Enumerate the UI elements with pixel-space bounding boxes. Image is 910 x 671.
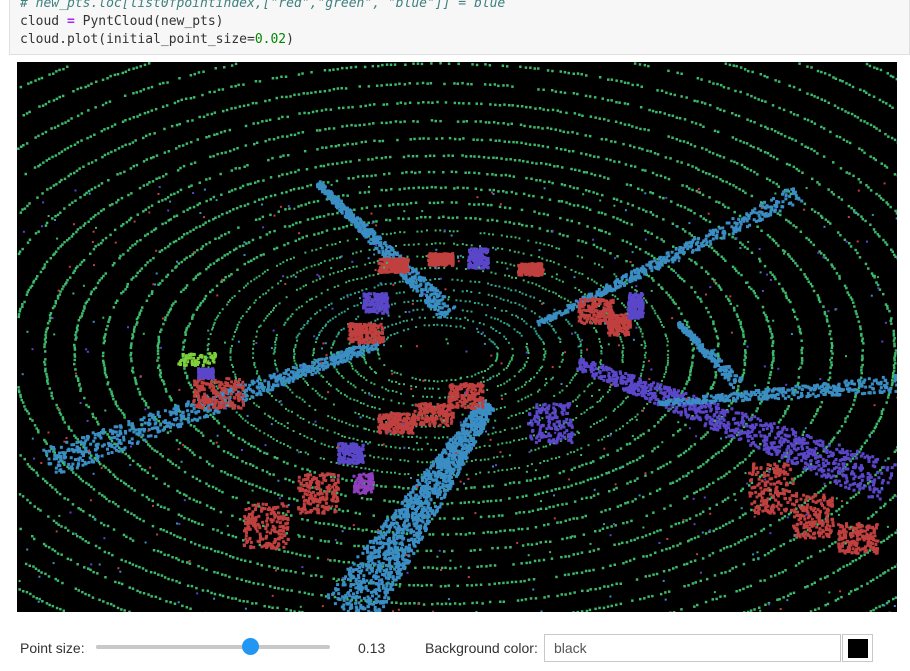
code-call: PyntCloud(new_pts) [82,14,224,29]
background-color-input[interactable] [544,634,841,662]
code-cell[interactable]: # new_pts.loc[list0fpointindex,["red","g… [9,0,910,55]
background-color-label: Background color: [425,640,538,656]
code-call-plot: cloud.plot(initial_point_size= [20,32,255,47]
code-line-3: cloud.plot(initial_point_size=0.02) [20,31,294,49]
code-number: 0.02 [254,32,287,47]
code-comment-line: # new_pts.loc[list0fpointindex,["red","g… [20,0,506,11]
slider-thumb[interactable] [242,638,260,655]
background-color-swatch [848,639,868,658]
point-cloud-render [17,62,897,612]
plot-controls: Point size: 0.13 Background color: [0,625,910,671]
point-size-label: Point size: [20,640,85,656]
background-color-picker[interactable] [842,634,873,662]
point-size-value: 0.13 [358,640,386,656]
point-cloud-viewport[interactable] [17,62,897,612]
point-size-slider[interactable] [96,638,330,655]
code-var: cloud [20,14,60,29]
code-operator: = [66,14,75,29]
point-cloud-points [17,62,897,612]
code-close-paren: ) [286,32,294,47]
code-line-2: cloud = PyntCloud(new_pts) [20,13,224,31]
slider-fill [96,645,251,649]
